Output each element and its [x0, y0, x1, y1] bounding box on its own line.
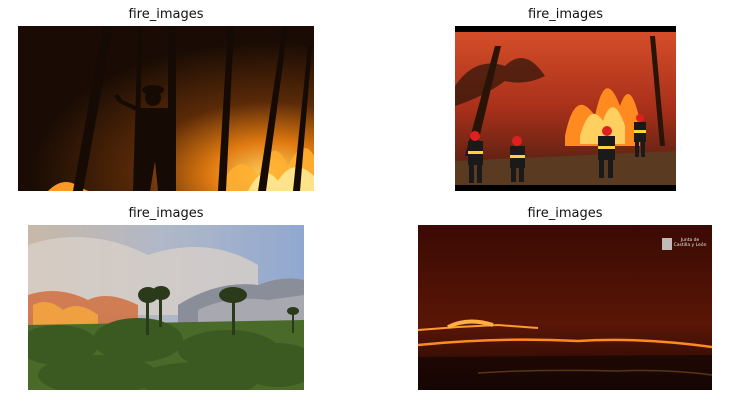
panel-3-image — [28, 225, 304, 390]
panel-1-image — [18, 26, 314, 191]
junta-logo: Junta de Castilla y León — [672, 238, 708, 258]
panel-4-title: fire_images — [527, 206, 603, 221]
junta-logo-text: Junta de Castilla y León — [673, 238, 707, 248]
panel-2-image — [455, 26, 676, 191]
panel-3-title: fire_images — [128, 206, 204, 221]
panel-4-image — [418, 225, 712, 390]
panel-1-title: fire_images — [128, 7, 204, 22]
panel-2-title: fire_images — [527, 7, 603, 22]
